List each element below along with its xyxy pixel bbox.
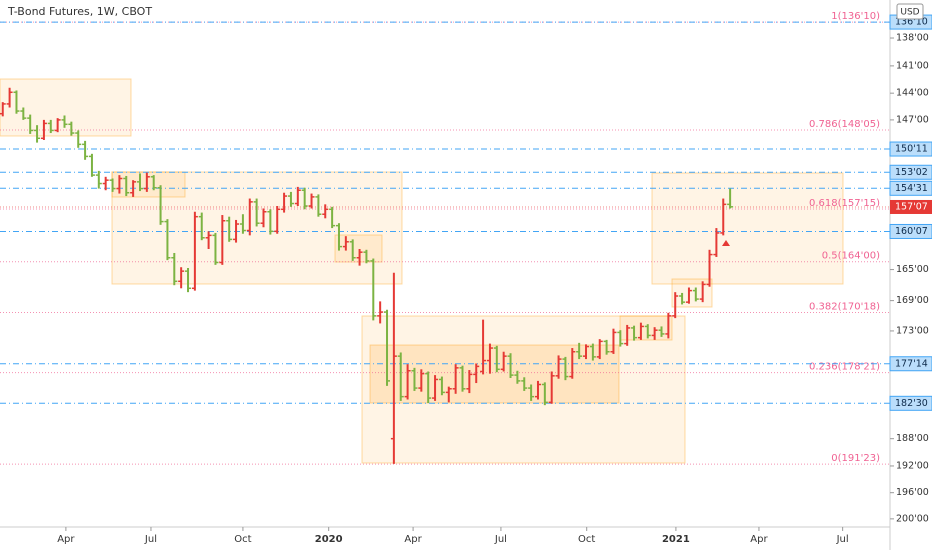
levels: 1(136'10) 0.786(148'05) 0.618(157'15) 0.5(1… <box>0 11 890 465</box>
level-tag-label: 177'14 <box>895 358 928 369</box>
x-tick-label: Jul <box>144 534 157 545</box>
level-tag <box>889 223 932 239</box>
signal-marker <box>722 240 730 246</box>
last-price-label: 157'07 <box>895 201 928 212</box>
level-tag-label: 154'31 <box>895 183 928 194</box>
x-tick-label: Apr <box>404 534 422 545</box>
y-tick-label: 147'00 <box>896 114 929 125</box>
drawings <box>0 78 844 464</box>
x-tick-label: Jul <box>494 534 507 545</box>
range-box <box>671 278 713 308</box>
y-tick-label: 173'00 <box>896 325 929 336</box>
fib-label: 0.618(157'15) <box>809 198 880 209</box>
axes: 138'00 141'00 144'00 147'00 165'00 169'00 173'… <box>57 14 932 545</box>
level-tag-label: 160'07 <box>895 226 928 237</box>
level-tag-label: 182'30 <box>895 398 928 409</box>
y-tick-label: 141'00 <box>896 60 929 71</box>
x-tick-label: Apr <box>750 534 768 545</box>
level-tag <box>889 141 932 157</box>
range-box <box>651 172 844 285</box>
y-tick-label: 196'00 <box>896 487 929 498</box>
level-tag-label: 153'02 <box>895 167 928 178</box>
level-tag-label: 136'10 <box>895 17 928 28</box>
fib-label: 1(136'10) <box>831 11 880 22</box>
y-tick-label: 192'00 <box>896 460 929 471</box>
level-tag <box>889 356 932 372</box>
last-price-tag <box>890 199 932 214</box>
y-tick-label: 165'00 <box>896 264 929 275</box>
level-tag <box>889 180 932 196</box>
x-tick-label: Oct <box>578 534 595 545</box>
fib-label: 0(191'23) <box>831 453 880 464</box>
fib-label: 0.786(148'05) <box>809 119 880 130</box>
y-tick-label: 138'00 <box>896 33 929 44</box>
currency-box <box>896 3 924 20</box>
y-tick-label: 144'00 <box>896 88 929 99</box>
fib-label: 0.382(170'18) <box>809 302 880 313</box>
price-bars <box>0 87 734 464</box>
x-tick-label: Jul <box>836 534 849 545</box>
y-tick-label: 188'00 <box>896 433 929 444</box>
x-tick-label: 2021 <box>662 534 690 545</box>
x-tick-label: Oct <box>234 534 251 545</box>
x-tick-label: Apr <box>57 534 75 545</box>
level-tag <box>889 164 932 180</box>
y-tick-label: 200'00 <box>896 513 929 524</box>
level-tag <box>889 395 932 411</box>
y-tick-label: 169'00 <box>896 295 929 306</box>
fib-label: 0.5(164'00) <box>822 251 880 262</box>
chart-title: T-Bond Futures, 1W, CBOT <box>7 5 152 18</box>
x-tick-label: 2020 <box>315 534 343 545</box>
currency: USD <box>900 8 919 18</box>
level-tag-label: 150'11 <box>895 144 928 155</box>
range-box <box>111 171 186 198</box>
fib-label: 0.236(178'21) <box>809 362 880 373</box>
range-box <box>369 344 620 404</box>
